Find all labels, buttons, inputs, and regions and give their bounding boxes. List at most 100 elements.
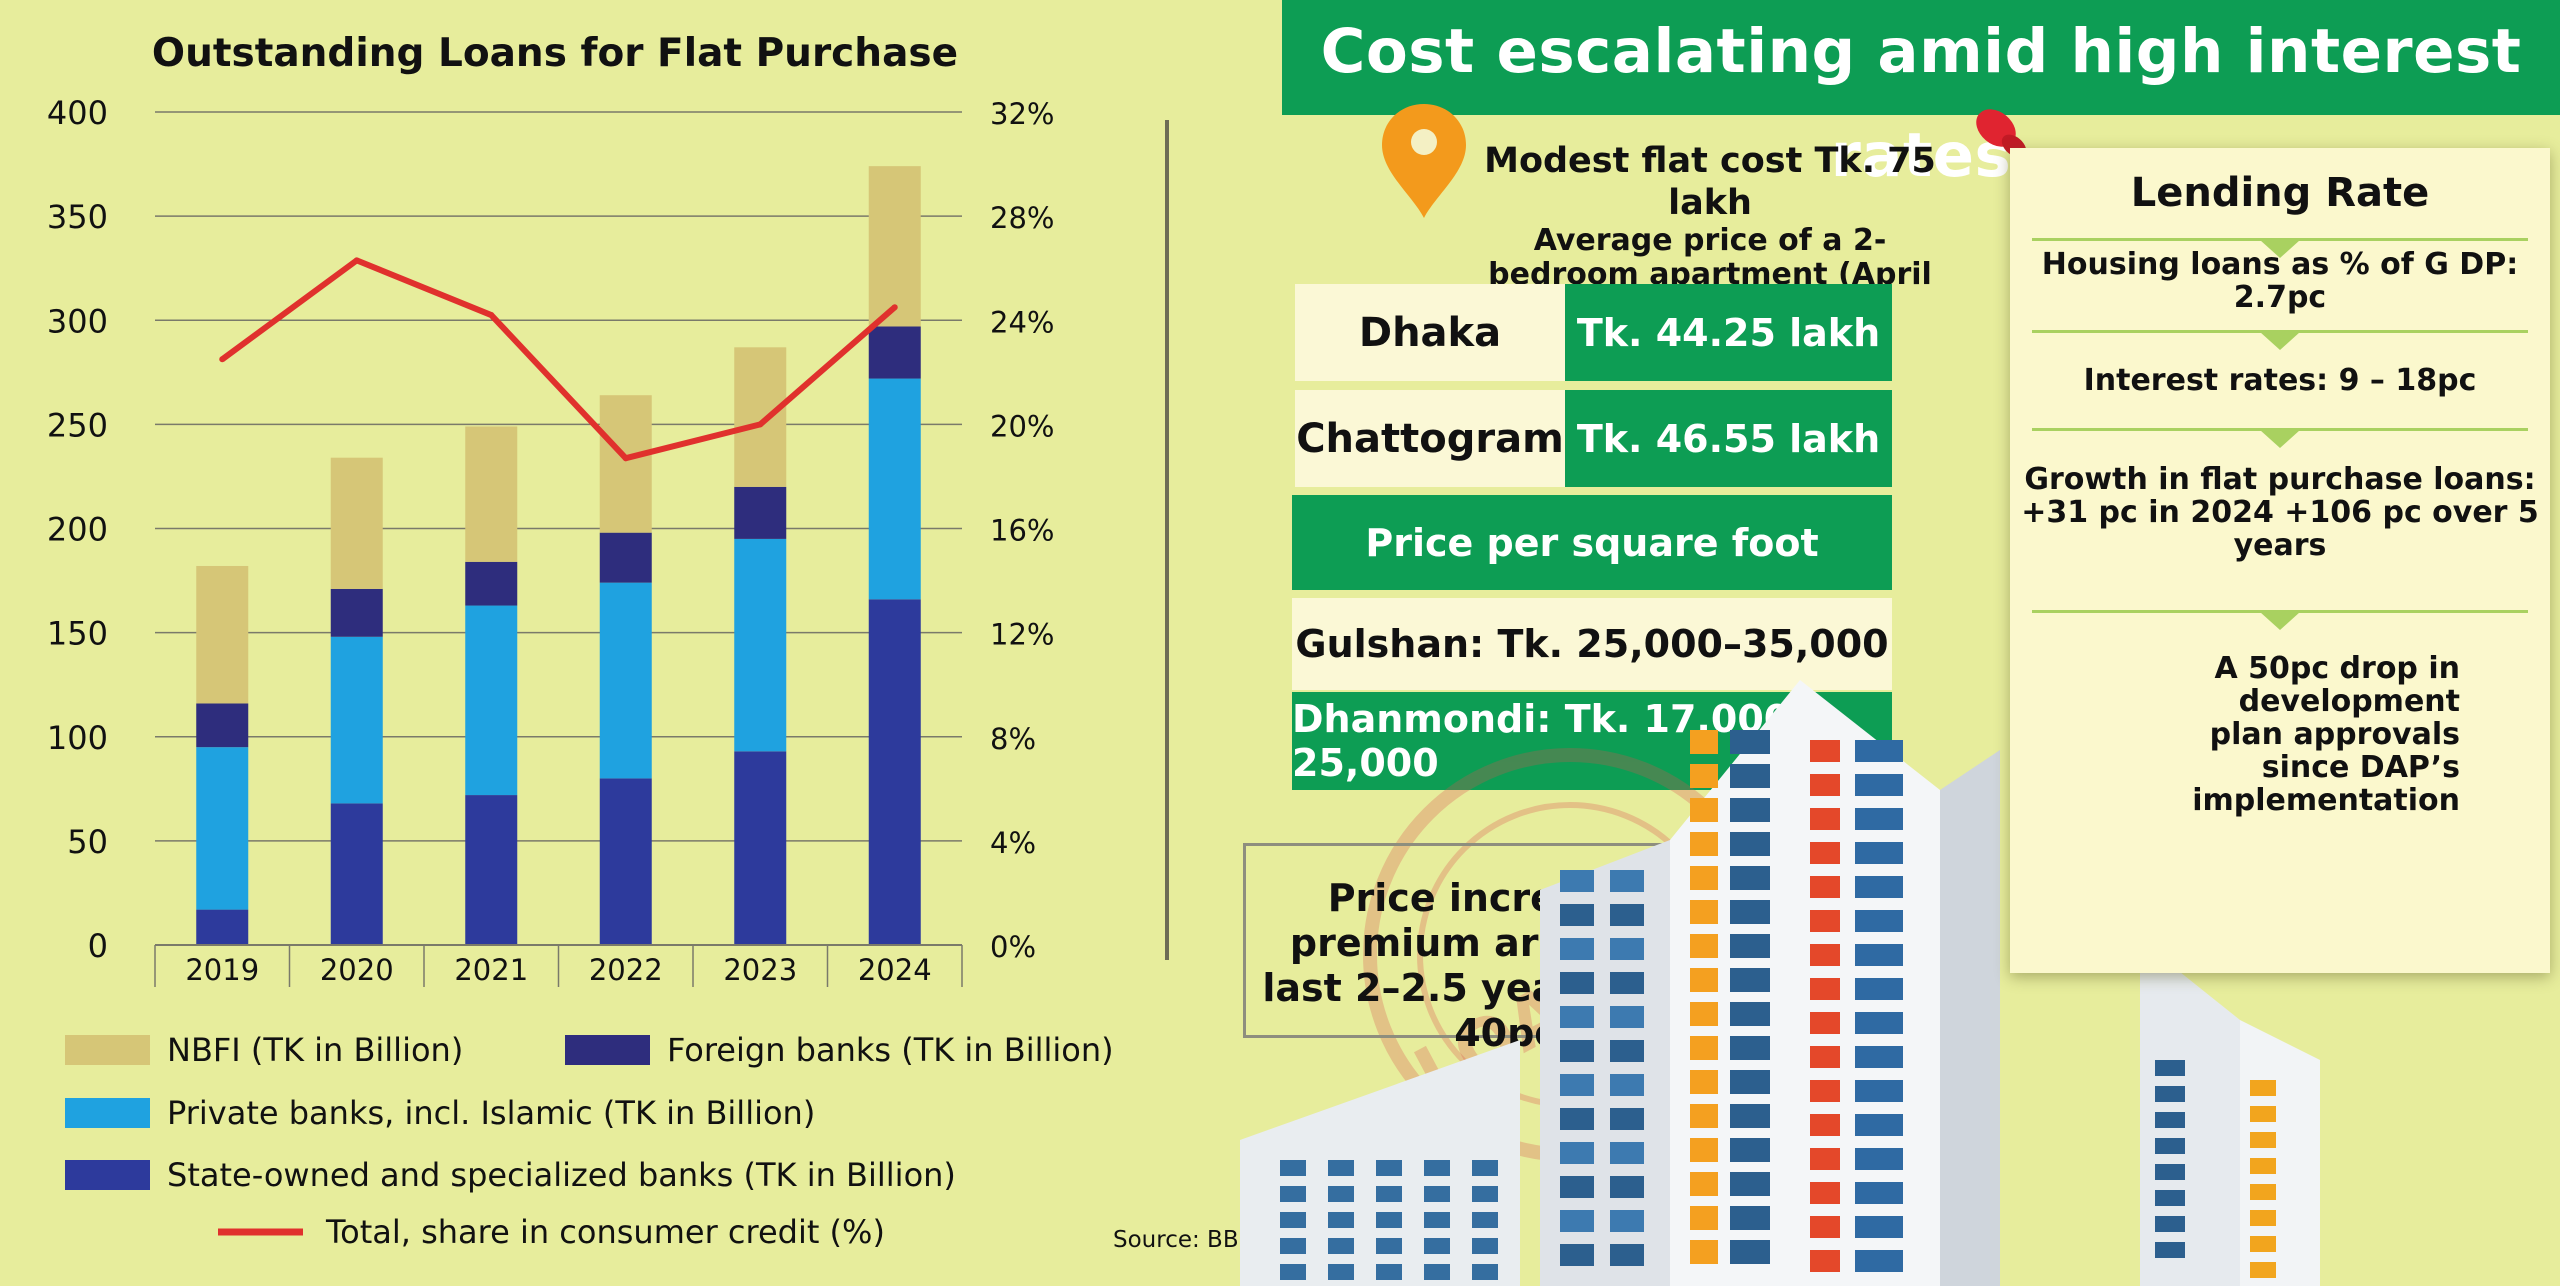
window [1560,1074,1594,1096]
arrow-down-icon [2260,430,2300,448]
window [1376,1238,1402,1254]
window [1855,1012,1903,1034]
window [1730,900,1770,924]
window [2250,1184,2276,1200]
y-tick-label: 50 [67,823,108,861]
window [1690,900,1718,924]
window [1280,1238,1306,1254]
sqft-header: Price per square foot [1292,495,1892,590]
window [1855,1250,1903,1272]
legend-label: NBFI (TK in Billion) [167,1031,463,1069]
window [1855,944,1903,966]
legend-swatch [65,1160,150,1190]
window [1730,1002,1770,1026]
bar-segment [868,599,921,945]
window [1472,1264,1498,1280]
legend-swatch [65,1098,150,1128]
share-point [353,257,360,264]
y2-tick-label: 4% [990,826,1036,860]
window [1424,1212,1450,1228]
bar-segment [599,532,652,583]
window [1855,1046,1903,1068]
bar-segment [734,486,787,539]
window [1560,1244,1594,1266]
apartment-buildings-icon [1240,680,2320,1286]
divider [2032,238,2528,241]
bar-segment [734,347,787,487]
legend-swatch [565,1035,650,1065]
window [1730,934,1770,958]
city-chattogram: Chattogram [1295,390,1565,487]
y2-tick-label: 28% [990,201,1054,235]
headline: Cost escalating amid high interest rates [1320,16,2522,191]
window [2250,1080,2276,1096]
window [1690,1206,1718,1230]
window [1690,1036,1718,1060]
price-chattogram: Tk. 46.55 lakh [1565,390,1892,487]
window [1376,1160,1402,1176]
legend-label: Private banks, incl. Islamic (TK in Bill… [167,1094,815,1132]
price-dhaka: Tk. 44.25 lakh [1565,284,1892,381]
window [2250,1262,2276,1278]
y-tick-label: 200 [47,511,108,549]
lending-title: Lending Rate [2130,170,2430,216]
legend-label: Foreign banks (TK in Billion) [667,1031,1114,1069]
bar-segment [465,426,518,562]
bar-segment [330,588,383,637]
bar-segment [465,561,518,606]
bar-segment [734,751,787,945]
window [1328,1160,1354,1176]
y2-tick-label: 16% [990,514,1054,548]
window [1690,968,1718,992]
y2-tick-label: 32% [990,97,1054,131]
window [1810,774,1840,796]
window [1855,876,1903,898]
window [2155,1086,2185,1102]
x-tick-label: 2022 [589,953,663,987]
source-note: Source: BB [1113,1227,1239,1253]
window [1472,1238,1498,1254]
window [1610,1006,1644,1028]
window [2250,1158,2276,1174]
lending-item-growth: Growth in flat purchase loans: +31 pc in… [2021,462,2539,563]
window [2155,1216,2185,1232]
bar-segment [599,778,652,945]
window [1424,1238,1450,1254]
gulshan-price: Gulshan: Tk. 25,000–35,000 [1292,598,1892,690]
bar-segment [465,605,518,796]
window [1690,832,1718,856]
location-pin-icon [1382,104,1466,218]
window [1472,1212,1498,1228]
y2-tick-label: 20% [990,409,1054,443]
window [1810,1046,1840,1068]
lending-rate-note: Lending Rate Housing loans as % of G DP:… [2010,148,2550,973]
bar-segment [330,803,383,945]
window [1730,1036,1770,1060]
window [1376,1264,1402,1280]
window [1560,1176,1594,1198]
bar-segment [599,395,652,533]
window [1690,1138,1718,1162]
share-point [891,304,898,311]
bar-segment [330,457,383,589]
window [1855,1216,1903,1238]
share-point [757,421,764,428]
window [1560,870,1594,892]
window [1560,1142,1594,1164]
y-tick-label: 350 [47,198,108,236]
window [2250,1236,2276,1252]
lending-item-dap: A 50pc drop in development plan approval… [2192,651,2460,818]
y-tick-label: 250 [47,406,108,444]
bar-segment [599,582,652,779]
window [2155,1164,2185,1180]
arrow-down-icon [2260,332,2300,350]
window [1376,1186,1402,1202]
share-point [488,312,495,319]
arrow-down-icon [2260,240,2300,258]
window [1610,1108,1644,1130]
window [1610,870,1644,892]
window [1610,1142,1644,1164]
window [1690,934,1718,958]
window [1855,1080,1903,1102]
window [1810,808,1840,830]
